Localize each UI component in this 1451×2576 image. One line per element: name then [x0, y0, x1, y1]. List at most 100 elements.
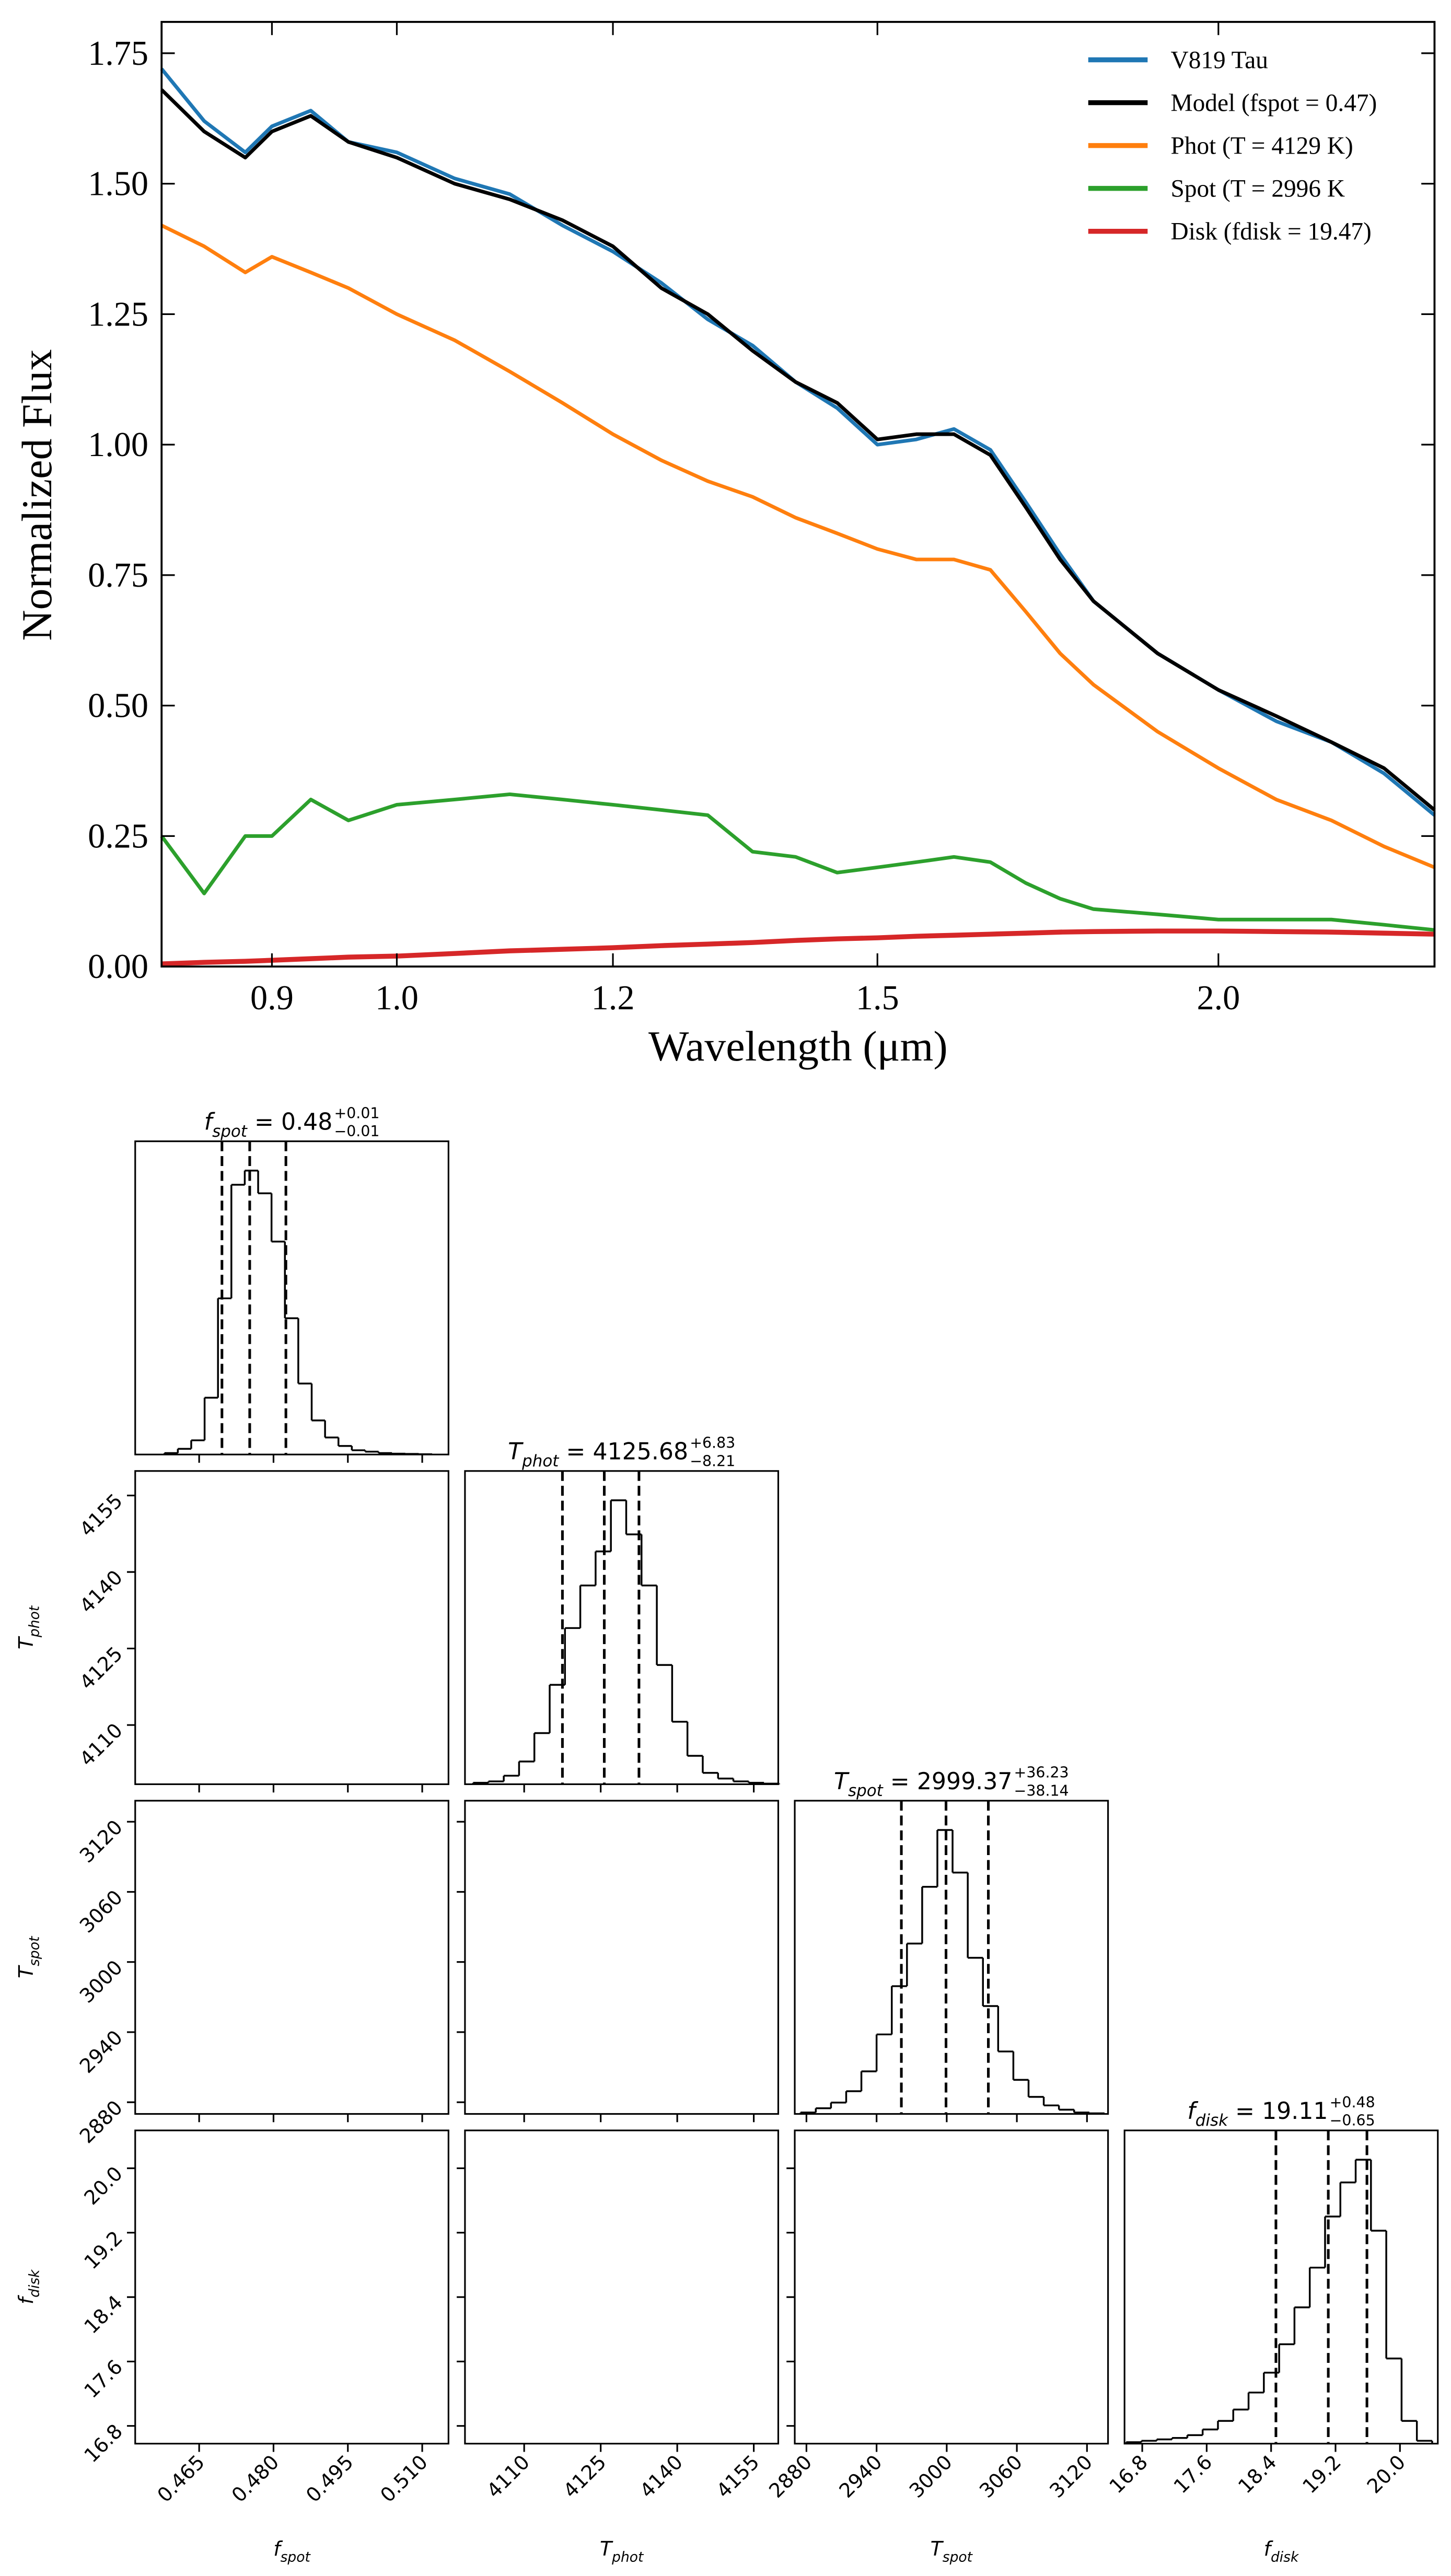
param-label: Tphot — [600, 2537, 644, 2565]
title-lower: −38.14 — [1014, 1782, 1069, 1799]
y-tick-label: 1.50 — [88, 165, 148, 203]
panel-title: Tphot = 4125.68 +6.83−8.21 — [508, 1435, 735, 1471]
contour — [140, 1539, 359, 1751]
density-panel: 2880 2940 3000 3060 3120 — [764, 2081, 1109, 2502]
param-symbol: T — [508, 1439, 524, 1465]
y-tick-label: 2940 — [75, 2026, 127, 2078]
panel-frame — [1123, 2129, 1439, 2445]
y-tick-label: 19.2 — [79, 2227, 127, 2274]
y-tick-label: 3120 — [75, 1815, 127, 1867]
scatter-cloud — [437, 1797, 777, 2125]
panel-frame — [464, 2129, 780, 2445]
series-line — [160, 224, 1435, 869]
x-tick-label: 0.465 — [153, 2451, 209, 2507]
x-tick-label: 0.9 — [250, 979, 294, 1017]
x-tick-label: 3000 — [905, 2451, 957, 2502]
series-line — [161, 928, 1435, 966]
param-label: Tspot — [15, 1936, 42, 1978]
contour — [579, 2213, 629, 2267]
param-subscript: disk — [26, 2269, 42, 2298]
y-tick-label: 4140 — [75, 1566, 127, 1617]
contour — [137, 1852, 362, 2073]
x-tick-label: 1.5 — [856, 979, 899, 1017]
y-tick-label: 1.00 — [88, 426, 148, 464]
x-tick-label: 2.0 — [1197, 979, 1240, 1017]
param-subscript: phot — [26, 1605, 42, 1638]
x-tick-label: 4125 — [559, 2451, 610, 2502]
contour — [169, 1883, 331, 2042]
y-tick-label: 0.50 — [88, 687, 148, 725]
x-tick-label: 0.510 — [376, 2451, 432, 2507]
y-tick-label: 3000 — [75, 1956, 127, 2008]
contour — [199, 1913, 300, 2013]
panel-frame — [794, 1800, 1109, 2115]
scatter-cloud — [123, 2069, 379, 2397]
scatter-cloud — [119, 1513, 387, 1773]
y-tick-label: 1.25 — [88, 295, 148, 333]
scatter-cloud — [115, 1825, 389, 2096]
param-symbol: T — [834, 1768, 850, 1795]
contour — [241, 1954, 259, 1972]
x-tick-label: 16.8 — [1105, 2451, 1152, 2498]
density-panel: 4110 4125 4140 4155 — [75, 1470, 449, 1798]
param-symbol: T — [15, 1636, 38, 1649]
param-label: fdisk — [15, 2269, 42, 2304]
scatter-cloud — [454, 2074, 759, 2400]
param-subscript: spot — [212, 1122, 248, 1141]
panel-frame — [134, 2129, 449, 2445]
x-tick-label: 1.2 — [591, 979, 635, 1017]
y-tick-label: 18.4 — [79, 2291, 127, 2338]
panel-frame — [464, 1470, 780, 1785]
histogram-panel: fdisk = 19.11 +0.48−0.65 16.8 17.6 18.4 19.2 2… — [1105, 2094, 1439, 2498]
density-panel — [437, 1797, 780, 2125]
histogram-panel: Tphot = 4125.68 +6.83−8.21 — [464, 1435, 781, 1793]
panel-frame — [134, 1800, 449, 2115]
y-tick-label: 4125 — [75, 1642, 127, 1694]
x-tick-label: 0.495 — [301, 2451, 358, 2507]
title-upper: +6.83 — [690, 1435, 735, 1452]
panel-title: fspot = 0.48 +0.01−0.01 — [204, 1104, 380, 1140]
scatter-cloud — [94, 1485, 416, 1798]
contour — [211, 2189, 288, 2291]
y-tick-label: 0.00 — [88, 948, 148, 986]
title-value: = 2999.37 — [883, 1768, 1013, 1795]
histogram-panel: Tspot = 2999.37 +36.23−38.14 — [794, 1764, 1109, 2123]
param-subscript: phot — [611, 2549, 644, 2566]
contour — [888, 2182, 1004, 2298]
x-tick-label: 3060 — [975, 2451, 1027, 2502]
param-subscript: disk — [1271, 2549, 1299, 2566]
contour — [548, 2179, 660, 2301]
param-label: fdisk — [1264, 2537, 1299, 2565]
contour — [594, 2229, 614, 2251]
x-axis-label: Wavelength (μm) — [648, 1022, 948, 1070]
y-tick-label: 2880 — [75, 2096, 127, 2148]
param-subscript: spot — [26, 1936, 42, 1966]
density-contours — [89, 1795, 420, 2122]
series-line — [160, 88, 1436, 812]
contour — [241, 1637, 259, 1653]
title-value: = 19.11 — [1228, 2098, 1328, 2125]
title-lower: −8.21 — [690, 1452, 735, 1470]
param-label: fspot — [273, 2537, 311, 2565]
param-subscript: spot — [848, 1781, 884, 1800]
param-label: Tphot — [15, 1605, 42, 1649]
x-tick-label: 4155 — [712, 2451, 763, 2502]
contour — [854, 2148, 1038, 2332]
contour — [465, 1828, 745, 2097]
density-contours — [94, 1485, 416, 1798]
spectrum-chart: Wavelength (μm) Normalized Flux 0.00 0.25… — [13, 21, 1436, 1070]
scatter-cloud — [792, 2081, 1105, 2394]
param-symbol: T — [15, 1965, 38, 1978]
param-label: fdisk = 19.11 — [1187, 2098, 1328, 2130]
panel-title: fdisk = 19.11 +0.48−0.65 — [1187, 2094, 1375, 2130]
param-subscript: disk — [1195, 2111, 1228, 2130]
title-upper: +36.23 — [1014, 1764, 1069, 1781]
y-tick-label: 0.75 — [88, 556, 148, 595]
x-tick-label: 18.4 — [1234, 2451, 1281, 2498]
density-panel: 2880 2940 3000 3060 3120 — [75, 1795, 449, 2148]
param-symbol: T — [931, 2537, 944, 2560]
contour — [920, 2214, 971, 2266]
x-tick-label: 19.2 — [1298, 2451, 1345, 2498]
